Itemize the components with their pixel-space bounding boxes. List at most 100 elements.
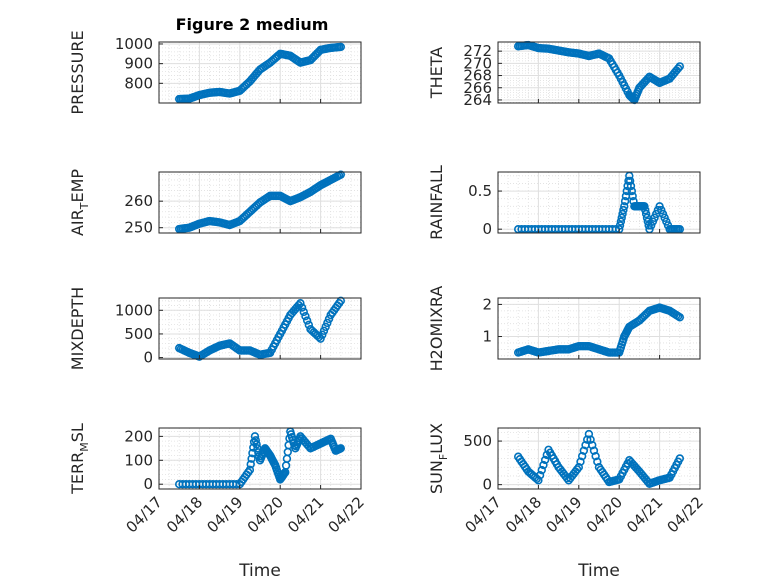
- subplot-rainfall: 0 0.5 RAINFALL: [427, 165, 701, 240]
- data-point: [675, 313, 684, 322]
- data-point: [577, 451, 587, 461]
- y-tick-label: 800: [124, 74, 153, 92]
- data-point: [297, 303, 307, 312]
- axes-box: [158, 297, 362, 360]
- y-tick-label: 1000: [115, 301, 153, 319]
- x-tick-label: 04/19: [203, 493, 246, 536]
- axes-box: [497, 41, 701, 104]
- data-point: [247, 454, 256, 463]
- data-point: [319, 326, 329, 335]
- data-point: [302, 316, 312, 325]
- y-axis-label: TERRMSL: [68, 423, 91, 495]
- x-tick-label: 04/18: [163, 493, 206, 536]
- axes-box: [158, 427, 362, 490]
- y-axis-label: THETA: [427, 47, 446, 99]
- data-point: [336, 296, 345, 306]
- data-point: [628, 191, 637, 201]
- x-tick-label: 04/20: [583, 493, 626, 536]
- data-point: [540, 455, 550, 465]
- data-point: [321, 322, 330, 332]
- data-point: [316, 334, 325, 343]
- axes-box: [497, 297, 701, 360]
- axes-box: [158, 171, 362, 234]
- y-tick-label: 500: [124, 325, 153, 343]
- axes-box: [497, 427, 701, 490]
- y-tick-label: 1: [482, 328, 492, 346]
- data-point: [583, 435, 592, 444]
- figure-title: Figure 2 medium: [176, 15, 329, 34]
- y-tick-label: 200: [124, 427, 153, 445]
- data-point: [245, 465, 255, 475]
- subplot-air-temp: 250 260 AIRTEMP: [68, 169, 362, 237]
- data-point: [675, 62, 684, 71]
- x-tick-label: 04/17: [462, 493, 505, 536]
- data-point: [576, 457, 585, 466]
- y-tick-label: 272: [463, 42, 492, 60]
- axes-box: [497, 171, 701, 234]
- data-point: [622, 186, 631, 196]
- data-point: [616, 217, 626, 226]
- data-point: [539, 460, 548, 470]
- data-point: [625, 176, 635, 186]
- data-point: [627, 186, 637, 196]
- y-axis-label: SUNFLUX: [427, 423, 450, 494]
- y-tick-label: 2: [482, 295, 492, 313]
- data-point: [323, 318, 332, 328]
- y-tick-label: 268: [463, 67, 492, 85]
- data-point: [591, 451, 600, 461]
- data-point: [641, 205, 650, 215]
- x-tick-label: 04/22: [325, 493, 368, 536]
- x-axis-label: Time: [577, 561, 620, 581]
- data-point: [251, 436, 260, 445]
- data-point: [620, 202, 629, 211]
- data-point: [250, 432, 260, 441]
- data-point: [588, 440, 597, 450]
- y-tick-label: 0: [482, 476, 492, 494]
- data-point: [324, 314, 334, 324]
- data-point: [620, 197, 630, 206]
- y-tick-label: 0: [143, 349, 153, 367]
- y-tick-label: 500: [463, 432, 492, 450]
- x-tick-label: 04/21: [623, 493, 666, 536]
- x-tick-label: 04/19: [542, 493, 585, 536]
- data-point: [675, 454, 684, 463]
- data-point: [574, 463, 583, 472]
- y-tick-label: 100: [124, 451, 153, 469]
- y-axis-label: PRESSURE: [68, 30, 87, 114]
- y-tick-label: 1000: [115, 35, 153, 53]
- data-point: [336, 42, 345, 52]
- x-tick-label: 04/20: [244, 493, 287, 536]
- data-point: [301, 312, 310, 321]
- data-point: [296, 299, 305, 308]
- axes-box: [158, 41, 362, 104]
- y-tick-label: 900: [124, 55, 153, 73]
- y-tick-label: 250: [124, 219, 153, 237]
- y-axis-label: MIXDEPTH: [68, 287, 87, 370]
- data-point: [252, 440, 261, 449]
- y-tick-label: 270: [463, 54, 492, 72]
- data-point: [673, 64, 683, 73]
- y-tick-label: 264: [463, 91, 492, 109]
- data-point: [618, 209, 627, 219]
- data-point: [246, 460, 255, 469]
- data-point: [535, 471, 545, 480]
- y-tick-label: 0: [143, 475, 153, 493]
- data-point: [537, 465, 546, 475]
- y-tick-label: 266: [463, 79, 492, 97]
- x-axis-label: Time: [238, 561, 281, 581]
- data-point: [589, 446, 599, 455]
- data-point: [593, 457, 602, 466]
- data-point: [619, 205, 628, 215]
- data-point: [534, 476, 543, 485]
- data-point: [615, 221, 625, 230]
- data-point: [617, 213, 626, 222]
- x-tick-label: 04/17: [123, 493, 166, 536]
- y-axis-label: H2OMIXRA: [427, 286, 446, 372]
- x-tick-label: 04/22: [664, 493, 707, 536]
- data-point: [248, 448, 257, 458]
